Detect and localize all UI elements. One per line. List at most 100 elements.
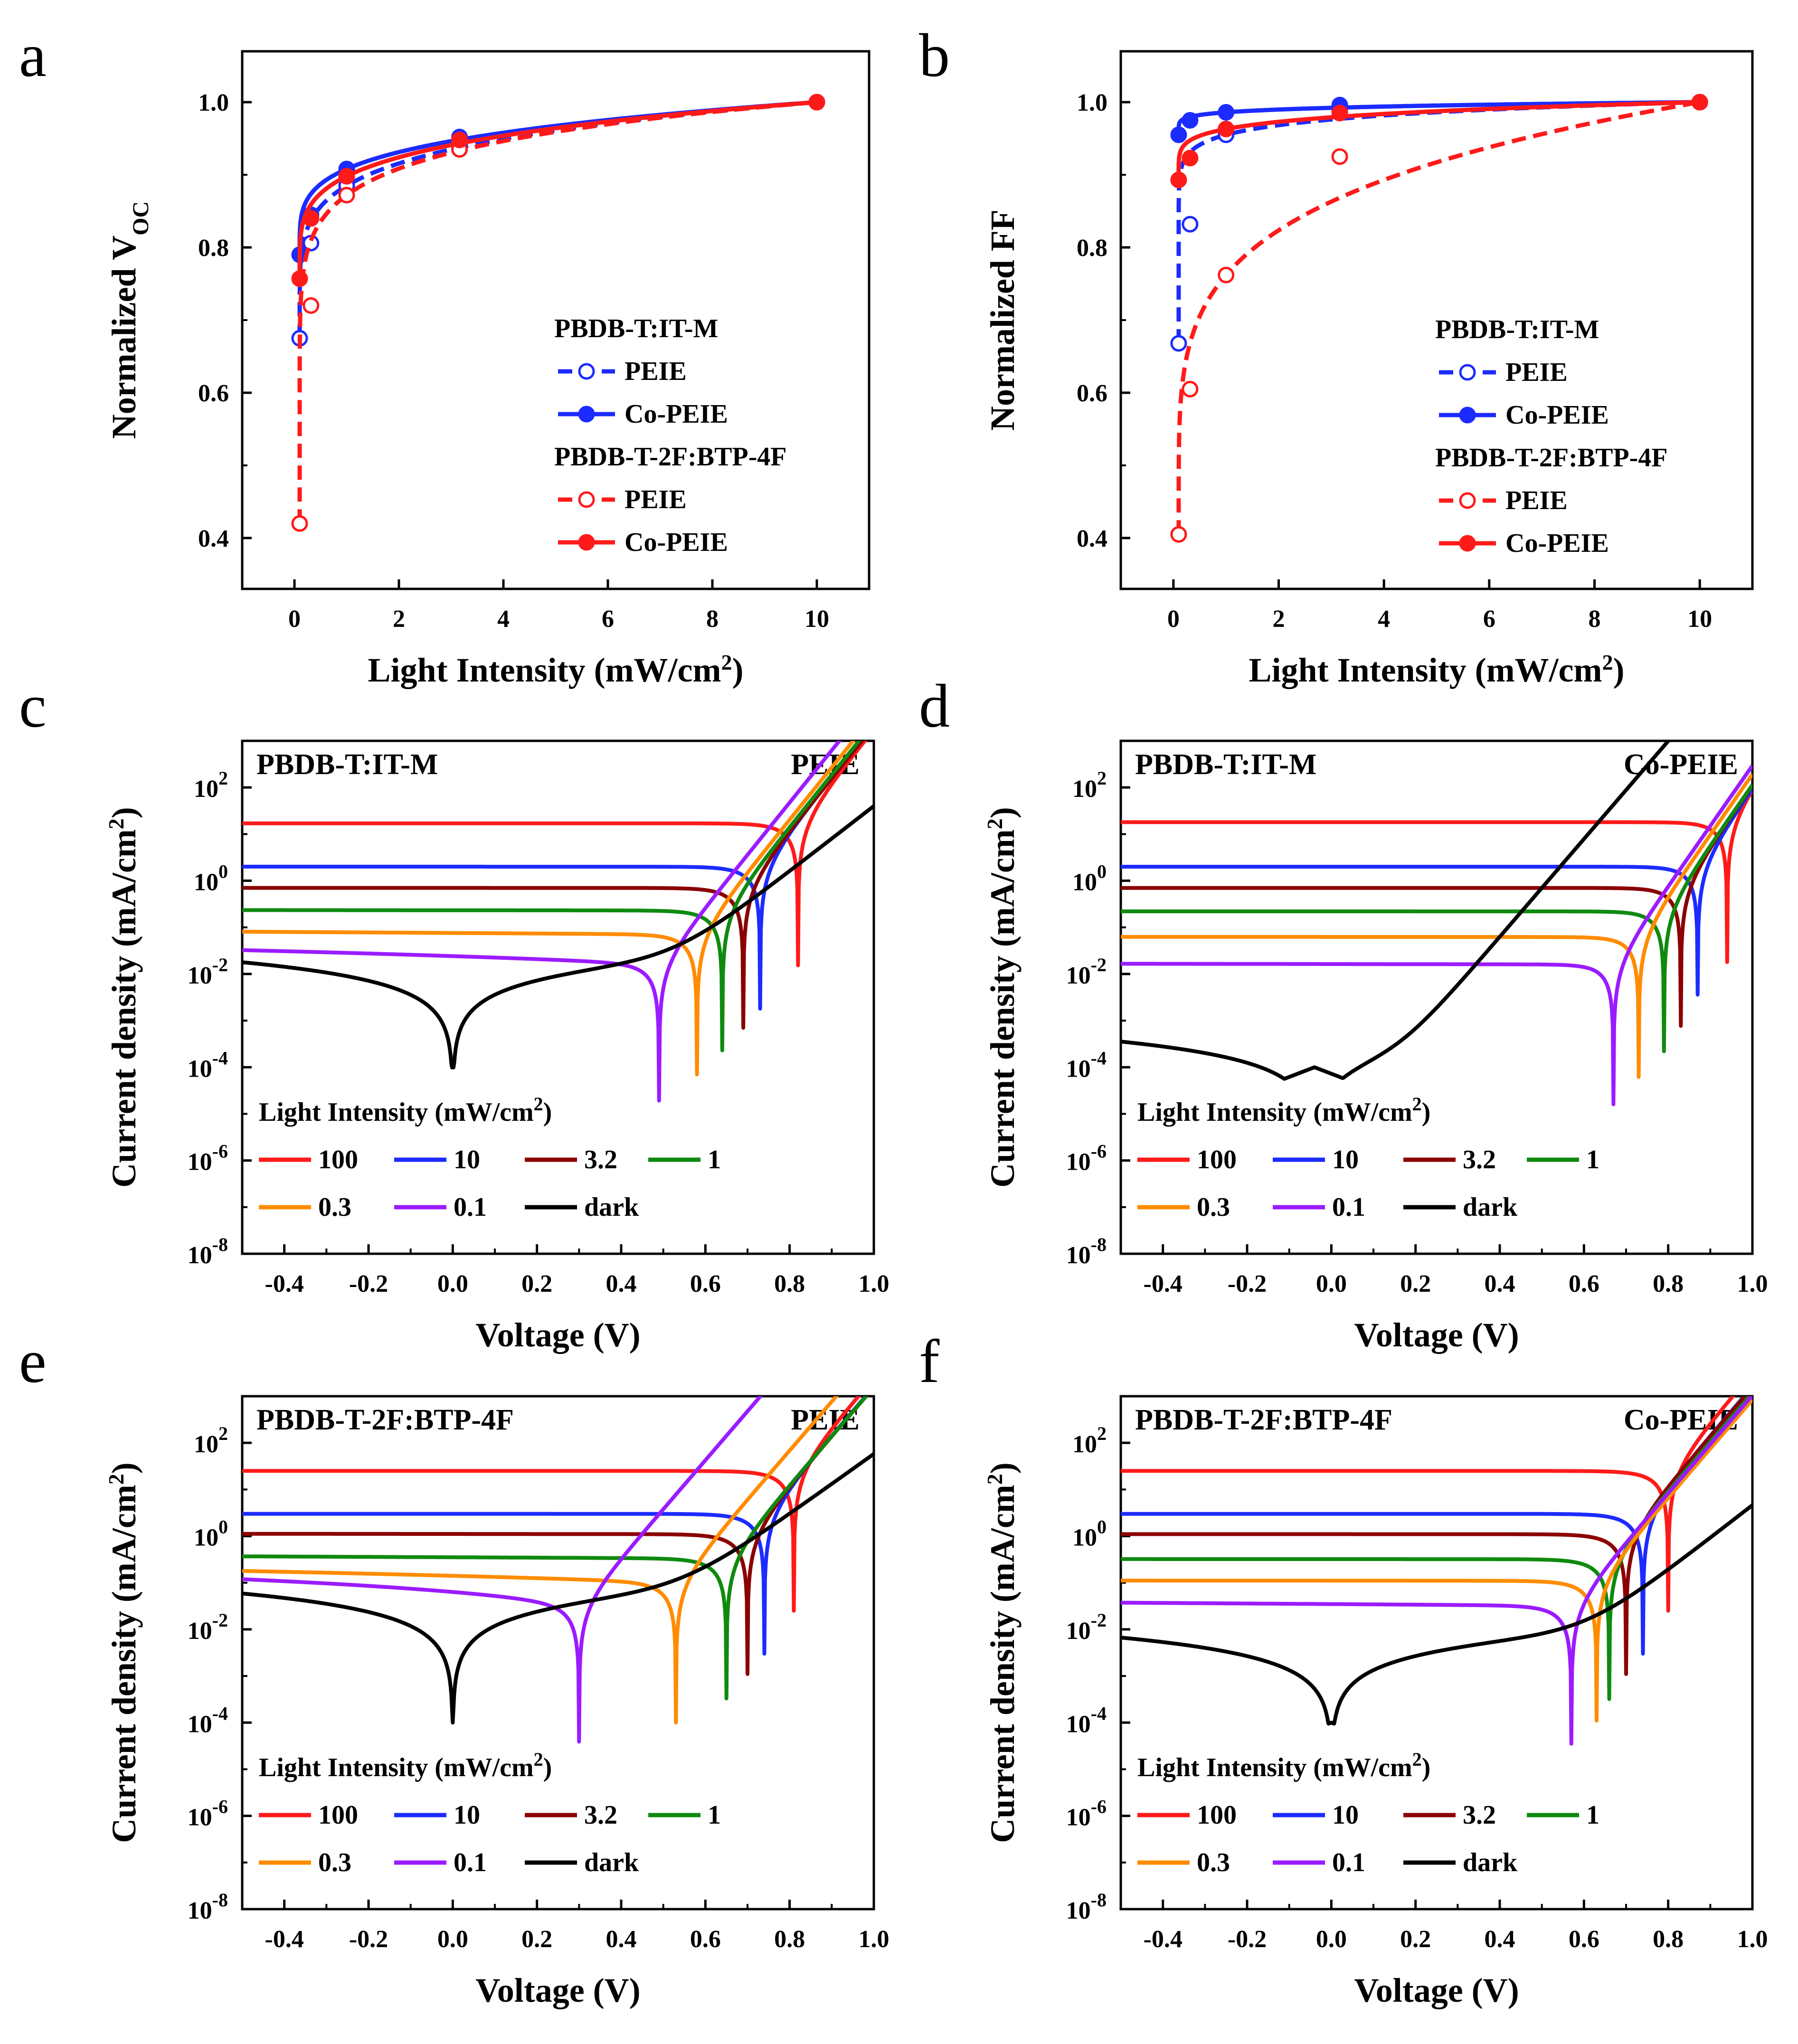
legend-entry: 3.2 (584, 1145, 617, 1174)
x-tick-label: 0.8 (1653, 1926, 1684, 1953)
x-axis-label: Voltage (V) (1354, 1971, 1519, 2009)
y-tick-value: 0.4 (198, 525, 229, 552)
x-tick-value: 0.0 (437, 1926, 468, 1953)
legend-marker (1459, 535, 1476, 552)
panel-letter-text: a (19, 21, 47, 90)
legend-entry: 100 (1197, 1800, 1237, 1830)
y-tick-label: 0.8 (1077, 235, 1107, 262)
y-tick-label: 10-2 (1066, 954, 1107, 989)
x-tick-label: 8 (1589, 606, 1601, 633)
chart-panel-b: b 0 2 4 6 8 10 0.4 0.6 0.8 1.0 Light Intensity (mW/… (919, 21, 1754, 689)
x-tick-label: 0.8 (1653, 1270, 1684, 1297)
chart-panel-a: a 0 2 4 6 8 10 0.4 0.6 0.8 1.0 Light Intensity (mW/… (19, 21, 871, 689)
x-tick-label: 0.0 (1316, 1926, 1347, 1953)
y-tick-label: 10-6 (1066, 1141, 1107, 1176)
x-tick-value: -0.4 (265, 1926, 304, 1953)
x-axis-label-main: Light Intensity (mW/cm (368, 651, 721, 689)
legend-entry-text: 100 (318, 1145, 358, 1174)
legend-title-main: Light Intensity (mW/cm (259, 1098, 534, 1127)
x-tick-label: 6 (602, 606, 614, 633)
y-tick-exponent: -4 (212, 1703, 228, 1724)
x-tick-value: -0.4 (1144, 1926, 1183, 1953)
x-tick-label: 0.8 (774, 1270, 805, 1297)
legend-marker (1459, 492, 1476, 509)
chart-panel-d: d-0.4 -0.2 0.0 0.2 0.4 0.6 0.8 1.010-810-610-41… (919, 672, 1768, 1354)
x-tick-value: 0.0 (1316, 1926, 1347, 1953)
y-tick-value: 0.4 (1077, 525, 1107, 552)
x-tick-label: 0.0 (437, 1270, 468, 1297)
data-point (291, 270, 308, 287)
legend-marker (578, 491, 595, 508)
y-tick-exponent: -6 (212, 1796, 228, 1817)
x-tick-value: 2 (393, 606, 405, 633)
y-tick-exponent: -8 (212, 1234, 228, 1255)
legend-entry-text: 10 (1332, 1800, 1359, 1830)
material-label: PBDB-T:IT-M (256, 748, 438, 781)
series-line-0 (297, 100, 817, 339)
y-tick-base: 10 (1066, 1897, 1091, 1924)
y-tick-exponent: -2 (212, 954, 228, 975)
x-tick-label: 4 (497, 606, 510, 633)
y-tick-value: 1.0 (198, 89, 229, 116)
x-axis-label-sup: 2 (1602, 650, 1613, 674)
y-tick-exponent: -2 (1091, 1609, 1107, 1631)
data-point (303, 297, 320, 314)
jv-curve-2 (242, 741, 865, 1030)
jv-curve-6 (242, 1452, 874, 1725)
x-tick-label: 0.4 (1485, 1270, 1515, 1297)
y-tick-label: 100 (1072, 861, 1107, 896)
x-axis-label: Voltage (V) (475, 1316, 640, 1354)
x-axis-label-main: Voltage (V) (1354, 1971, 1519, 2009)
legend-entry-text: 0.3 (318, 1848, 351, 1877)
data-point (1218, 104, 1235, 121)
panel-letter: d (919, 672, 950, 740)
legend-label: PEIE (625, 485, 687, 514)
legend-title-end: ) (1422, 1098, 1431, 1127)
legend-label-text: Co-PEIE (1505, 400, 1609, 430)
x-axis-label: Voltage (V) (475, 1971, 640, 2009)
y-tick-exponent: -4 (212, 1047, 228, 1069)
x-tick-value: 0.8 (774, 1270, 805, 1297)
legend-entry-text: 10 (454, 1145, 480, 1174)
jv-curve-6 (242, 804, 874, 1069)
x-tick-label: 10 (1687, 606, 1712, 633)
legend-title: Light Intensity (mW/cm2) (1137, 1749, 1430, 1783)
legend-entry-text: 0.1 (454, 1192, 487, 1222)
x-tick-label: 0 (1167, 606, 1180, 633)
x-tick-label: -0.2 (1228, 1926, 1267, 1953)
y-tick-label: 100 (1072, 1516, 1107, 1552)
jv-curve-5 (1121, 1396, 1752, 1746)
jv-curve-3 (242, 741, 861, 1052)
panel-letter: c (19, 672, 47, 740)
x-tick-value: 0.2 (1400, 1270, 1431, 1297)
legend-entry-text: 3.2 (1463, 1145, 1496, 1174)
x-tick-value: -0.2 (349, 1270, 388, 1297)
x-tick-label: 0.2 (521, 1926, 552, 1953)
legend-title-end: ) (1422, 1753, 1431, 1782)
y-tick-label: 102 (194, 767, 228, 803)
y-axis-label-main: Normalized FF (984, 209, 1022, 431)
legend-group-title-text: PBDB-T-2F:BTP-4F (554, 442, 786, 472)
y-axis-label-main: Normalized V (105, 236, 143, 439)
x-tick-label: 0.2 (1400, 1270, 1431, 1297)
x-tick-value: -0.2 (1228, 1926, 1267, 1953)
x-tick-label: 0.2 (1400, 1926, 1431, 1953)
y-tick-exponent: -8 (1091, 1889, 1107, 1911)
y-tick-base: 10 (1072, 1431, 1097, 1458)
x-tick-value: 1.0 (859, 1926, 890, 1953)
x-tick-value: 0.0 (1316, 1270, 1347, 1297)
x-tick-label: -0.2 (1228, 1270, 1267, 1297)
legend-title-end: ) (543, 1753, 552, 1782)
legend-title: Light Intensity (mW/cm2) (259, 1093, 552, 1127)
legend-group-title: PBDB-T-2F:BTP-4F (554, 442, 786, 472)
legend-entry-text: 1 (708, 1800, 721, 1830)
legend-entry-text: dark (1463, 1848, 1518, 1877)
material-label-text: PBDB-T:IT-M (256, 748, 438, 781)
x-tick-value: 4 (1378, 606, 1390, 633)
y-tick-exponent: -6 (1091, 1796, 1107, 1817)
legend-entry: dark (1463, 1848, 1518, 1877)
plot-frame (241, 1395, 875, 1911)
legend-title-main: Light Intensity (mW/cm (1137, 1098, 1412, 1127)
y-tick-label: 10-2 (188, 1609, 228, 1645)
